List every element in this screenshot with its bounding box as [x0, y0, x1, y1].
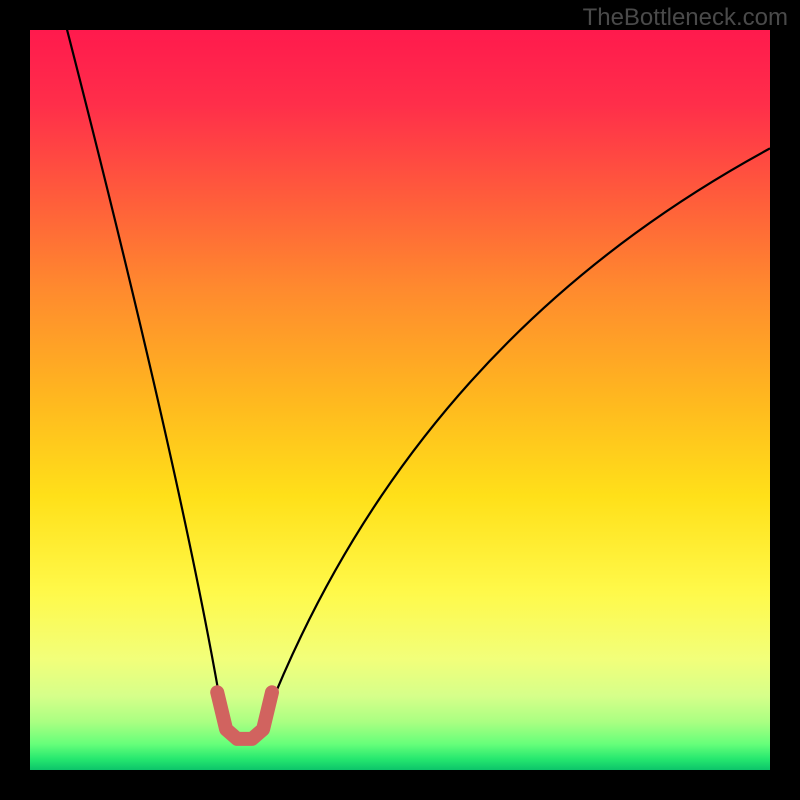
chart-svg	[0, 0, 800, 800]
plot-background	[30, 30, 770, 770]
watermark-text: TheBottleneck.com	[583, 4, 788, 32]
chart-stage: TheBottleneck.com	[0, 0, 800, 800]
